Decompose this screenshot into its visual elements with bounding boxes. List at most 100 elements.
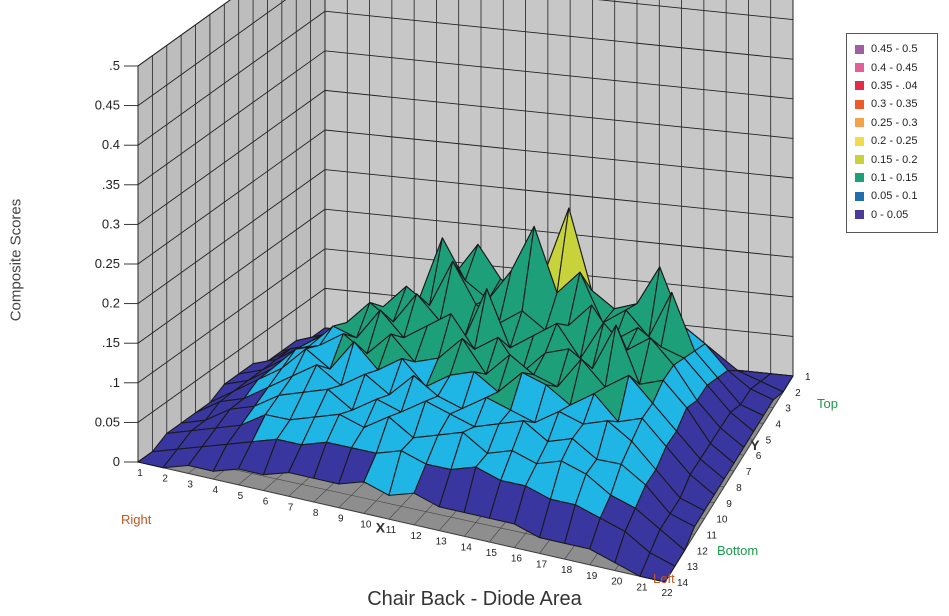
x-tick-label: 9	[338, 514, 344, 525]
legend-item: 0.3 - 0.35	[855, 95, 937, 113]
z-grid-line	[137, 208, 794, 344]
x-tick-label: 17	[536, 559, 548, 570]
y-start-label: Top	[817, 396, 838, 411]
axis-ticks: 00.05.1.150.20.250.3.350.40.45.512345678…	[95, 58, 811, 599]
x-tick-label: 6	[263, 497, 269, 508]
x-tick-label: 19	[586, 571, 598, 582]
z-grid-line	[137, 0, 231, 67]
z-grid-line	[137, 169, 794, 304]
legend-item: 0.25 - 0.3	[855, 114, 937, 132]
y-axis-label: Y	[750, 437, 760, 453]
legend-swatch	[855, 118, 864, 128]
legend-label: 0.35 - .04	[871, 79, 918, 92]
x-tick-label: 14	[461, 542, 473, 553]
z-grid-line	[137, 0, 794, 106]
x-start-label: Right	[121, 512, 152, 527]
y-tick-label: 5	[766, 435, 772, 446]
legend-label: 0.45 - 0.5	[871, 43, 918, 56]
x-tick-label: 10	[360, 519, 372, 530]
floor-grid-y	[137, 461, 666, 583]
x-tick-label: 2	[162, 474, 168, 485]
x-tick-label: 18	[561, 565, 573, 576]
x-axis-label: X	[376, 519, 386, 535]
z-tick-label: 0.45	[95, 98, 120, 113]
legend-label: 0.4 - 0.45	[871, 61, 918, 74]
z-axis-label: Composite Scores	[7, 198, 25, 322]
z-axis-label-wrap: Composite Scores	[4, 160, 28, 360]
legend-swatch	[855, 63, 864, 73]
y-tick-label: 12	[697, 546, 709, 557]
legend: 0.45 - 0.5 0.4 - 0.45 0.35 - .04 0.3 - 0.35…	[846, 33, 938, 233]
x-tick-label: 11	[386, 525, 397, 536]
z-tick-label: .35	[102, 177, 120, 192]
legend-label: 0.2 - 0.25	[871, 135, 918, 148]
z-grid-line	[137, 89, 794, 225]
z-grid-line	[137, 248, 794, 384]
legend-label: 0.15 - 0.2	[871, 153, 918, 166]
z-grid-line	[137, 50, 794, 186]
z-tick-label: .5	[109, 58, 120, 73]
legend-swatch	[855, 210, 864, 220]
z-tick-label: .1	[109, 375, 120, 390]
y-tick-label: 6	[756, 451, 762, 462]
legend-item: 0.4 - 0.45	[855, 58, 937, 76]
legend-swatch	[855, 99, 864, 109]
z-tick-label: 0.3	[102, 216, 120, 231]
y-tick-label: 3	[785, 404, 791, 415]
y-tick-label: 14	[677, 578, 689, 589]
surface-cell	[639, 552, 676, 583]
y-tick-label: 10	[716, 515, 728, 526]
x-tick-label: 5	[238, 491, 244, 502]
y-tick-label: 7	[746, 467, 752, 478]
z-tick-label: 0.2	[102, 296, 120, 311]
y-tick-label: 8	[736, 483, 742, 494]
x-tick-label: 7	[288, 502, 294, 513]
x-end-label: Left	[653, 571, 675, 586]
y-tick-label: 13	[687, 562, 699, 573]
legend-item: 0 - 0.05	[855, 206, 937, 224]
x-tick-label: 8	[313, 508, 319, 519]
surface-plot	[137, 207, 794, 583]
z-grid-line	[137, 129, 794, 265]
legend-swatch	[855, 81, 864, 91]
x-tick-label: 20	[611, 577, 623, 588]
z-tick-label: .15	[102, 335, 120, 350]
z-tick-label: 0.25	[95, 256, 120, 271]
legend-swatch	[855, 173, 864, 183]
legend-item: 0.2 - 0.25	[855, 132, 937, 150]
legend-item: 0.1 - 0.15	[855, 169, 937, 187]
z-grid-line	[137, 10, 794, 146]
x-tick-label: 22	[661, 588, 673, 599]
x-tick-label: 16	[511, 554, 523, 565]
y-tick-label: 9	[726, 499, 732, 510]
legend-item: 0.05 - 0.1	[855, 187, 937, 205]
y-tick-label: 4	[775, 420, 781, 431]
legend-label: 0.3 - 0.35	[871, 98, 918, 111]
x-tick-label: 12	[410, 531, 422, 542]
legend-label: 0.25 - 0.3	[871, 116, 918, 129]
legend-swatch	[855, 136, 864, 146]
z-tick-label: 0.05	[95, 414, 120, 429]
x-tick-label: 13	[436, 537, 448, 548]
x-tick-label: 4	[213, 485, 219, 496]
x-tick-label: 21	[636, 582, 648, 593]
legend-label: 0 - 0.05	[871, 208, 909, 221]
legend-swatch	[855, 191, 864, 201]
z-tick-label: 0	[113, 454, 120, 469]
y-tick-label: 11	[707, 530, 718, 541]
y-tick-label: 1	[805, 372, 811, 383]
legend-item: 0.35 - .04	[855, 77, 937, 95]
legend-label: 0.05 - 0.1	[871, 190, 918, 203]
x-tick-label: 15	[486, 548, 498, 559]
z-tick-label: 0.4	[102, 137, 120, 152]
x-tick-label: 3	[187, 479, 193, 490]
x-tick-label: 1	[137, 468, 143, 479]
legend-item: 0.15 - 0.2	[855, 150, 937, 168]
legend-label: 0.1 - 0.15	[871, 171, 918, 184]
chart-title: Chair Back - Diode Area	[367, 588, 582, 610]
y-end-label: Bottom	[717, 543, 759, 558]
legend-swatch	[855, 155, 864, 165]
legend-swatch	[855, 44, 864, 54]
legend-item: 0.45 - 0.5	[855, 40, 937, 58]
